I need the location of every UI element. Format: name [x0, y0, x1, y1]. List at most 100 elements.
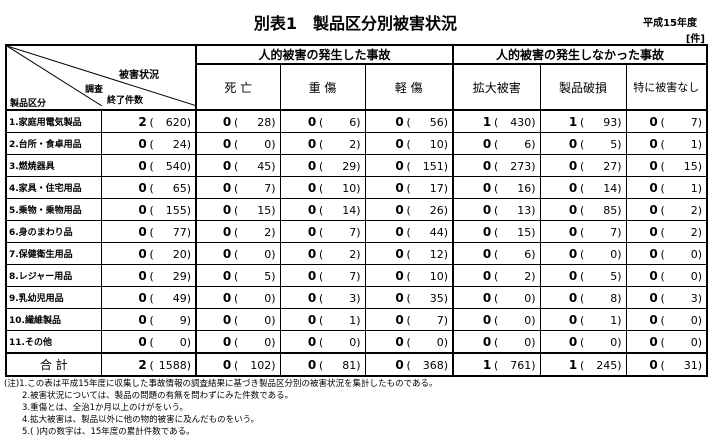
done-count: 0 [307, 224, 317, 239]
done-count: 0 [222, 180, 232, 195]
cumulative-count: 5 [264, 269, 272, 283]
cumulative-count: 1 [610, 313, 618, 327]
row-label: 11.その他 [5, 330, 102, 354]
cumulative-count: 5 [610, 269, 618, 283]
count-cell: 0(0) [195, 242, 281, 265]
col-serious-injury: 重 傷 [279, 63, 366, 111]
done-count: 0 [568, 202, 578, 217]
cumulative-count: 151 [422, 159, 444, 173]
count-cell: 0(7) [539, 220, 627, 243]
count-cell: 0(0) [625, 242, 708, 265]
col-extended-damage: 拡大被害 [452, 63, 541, 111]
cumulative-count: 15 [257, 203, 272, 217]
cumulative-count: 2 [264, 225, 272, 239]
done-count: 0 [222, 357, 232, 372]
cumulative-count: 0 [690, 313, 698, 327]
done-count: 0 [307, 158, 317, 173]
cumulative-count: 6 [349, 115, 357, 129]
note: (注)1.この表は平成15年度に収集した事故情報の調査結果に基づき製品区分別の被… [4, 379, 438, 389]
cumulative-count: 6 [524, 247, 532, 261]
done-count: 0 [568, 158, 578, 173]
cumulative-count: 20 [172, 247, 187, 261]
cumulative-count: 0 [264, 335, 272, 349]
done-count: 0 [307, 180, 317, 195]
cumulative-count: 3 [349, 291, 357, 305]
cumulative-count: 245 [596, 358, 618, 372]
count-cell: 0(7) [279, 264, 366, 287]
done-count: 0 [138, 334, 147, 349]
cumulative-count: 12 [429, 247, 444, 261]
group-no-human-damage: 人的被害の発生しなかった事故 [452, 44, 708, 65]
done-count: 0 [568, 334, 578, 349]
done-count: 0 [222, 114, 232, 129]
done-count: 0 [395, 312, 404, 327]
done-count: 0 [395, 224, 404, 239]
done-count: 0 [395, 334, 404, 349]
cumulative-count: 0 [690, 335, 698, 349]
count-cell: 0(24) [100, 132, 197, 155]
cumulative-count: 430 [510, 115, 532, 129]
cumulative-count: 15 [683, 159, 698, 173]
count-cell: 0(35) [364, 286, 454, 309]
count-cell: 0(7) [625, 109, 708, 133]
cumulative-count: 49 [172, 291, 187, 305]
done-count: 0 [307, 290, 317, 305]
cumulative-count: 14 [603, 181, 618, 195]
count-cell: 0(5) [539, 264, 627, 287]
done-count: 0 [649, 114, 658, 129]
cumulative-count: 7 [436, 313, 444, 327]
done-count: 0 [649, 136, 658, 151]
count-cell: 1(245) [539, 352, 627, 377]
count-cell: 0(2) [452, 264, 541, 287]
count-cell: 0(7) [195, 176, 281, 199]
cumulative-count: 620 [165, 115, 187, 129]
count-cell: 0(0) [100, 330, 197, 354]
done-count: 0 [222, 290, 232, 305]
cumulative-count: 85 [603, 203, 618, 217]
table-row: 9.乳幼児用品 0(49) 0(0) 0(3) 0(35) 0(0) 0(8) 0(3) [5, 286, 708, 309]
count-cell: 0(0) [195, 286, 281, 309]
note: 5.( )内の数字は、15年度の累計件数である。 [22, 427, 195, 437]
cumulative-count: 0 [349, 335, 357, 349]
count-cell: 0(15) [452, 220, 541, 243]
row-label: 4.家具・住宅用品 [5, 176, 102, 199]
diagonal-lines [7, 46, 197, 106]
note: 3.重傷とは、全治1か月以上のけがをいう。 [22, 403, 189, 413]
cumulative-count: 44 [429, 225, 444, 239]
count-cell: 0(0) [625, 330, 708, 354]
count-cell: 0(0) [539, 242, 627, 265]
cumulative-count: 1 [690, 181, 698, 195]
table-row: 1.家庭用電気製品 2(620) 0(28) 0(6) 0(56) 1(430) 1(93)… [5, 109, 708, 133]
done-count: 0 [649, 268, 658, 283]
count-cell: 0(5) [539, 132, 627, 155]
cumulative-count: 13 [517, 203, 532, 217]
count-cell: 2(620) [100, 109, 197, 133]
cumulative-count: 7 [349, 269, 357, 283]
cumulative-count: 35 [429, 291, 444, 305]
count-cell: 0(6) [452, 242, 541, 265]
count-cell: 0(81) [279, 352, 366, 377]
done-count: 0 [222, 312, 232, 327]
done-count: 0 [568, 180, 578, 195]
done-count: 0 [138, 224, 147, 239]
cumulative-count: 0 [264, 291, 272, 305]
cumulative-count: 0 [524, 313, 532, 327]
cumulative-count: 155 [165, 203, 187, 217]
count-cell: 0(85) [539, 198, 627, 221]
done-count: 0 [222, 246, 232, 261]
count-cell: 0(56) [364, 109, 454, 133]
cumulative-count: 7 [349, 225, 357, 239]
done-count: 0 [395, 268, 404, 283]
cumulative-count: 368 [422, 358, 444, 372]
done-count: 0 [568, 268, 578, 283]
count-cell: 0(102) [195, 352, 281, 377]
cumulative-count: 102 [250, 358, 272, 372]
done-count: 0 [395, 158, 404, 173]
count-cell: 0(28) [195, 109, 281, 133]
cumulative-count: 6 [524, 137, 532, 151]
done-count: 0 [649, 180, 658, 195]
done-count: 0 [222, 268, 232, 283]
count-cell: 0(15) [625, 154, 708, 177]
row-label: 3.燃焼器具 [5, 154, 102, 177]
count-cell: 0(17) [364, 176, 454, 199]
